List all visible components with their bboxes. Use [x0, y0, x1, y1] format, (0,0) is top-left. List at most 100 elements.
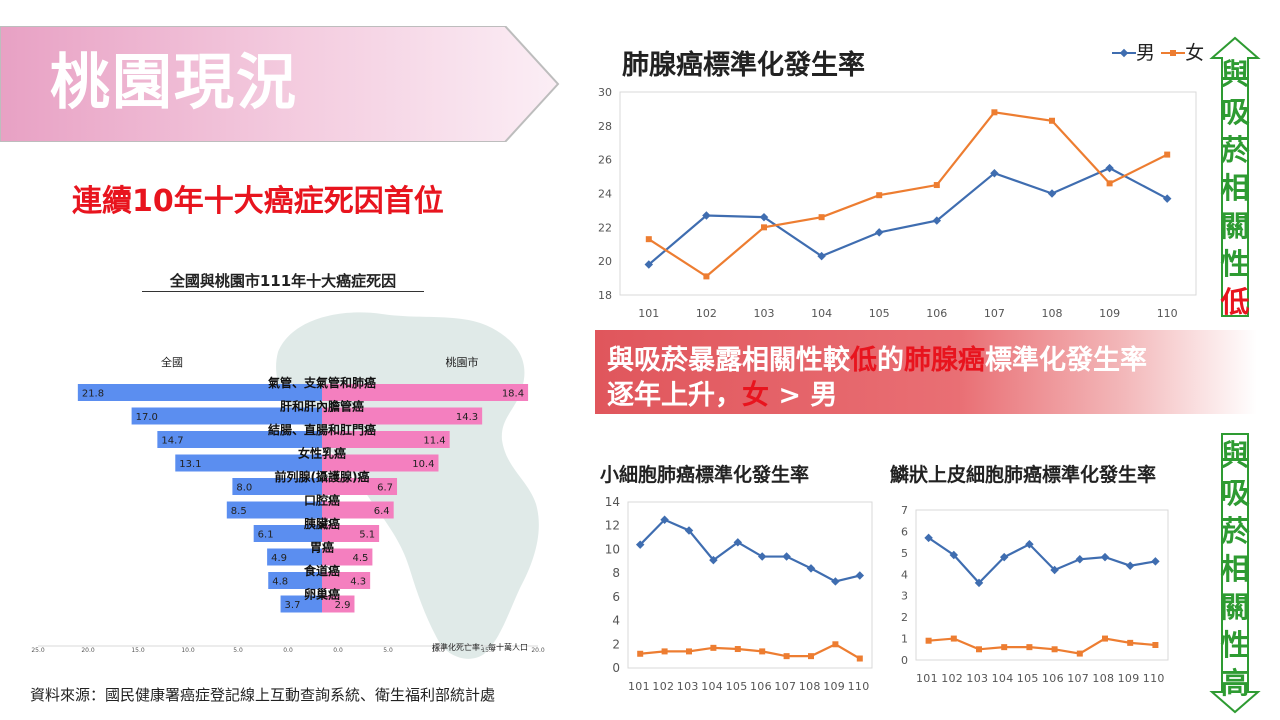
- x-tick-label: 108: [799, 680, 821, 693]
- point-male: [1100, 552, 1110, 562]
- side-char: 菸: [1220, 133, 1250, 167]
- point-female: [637, 650, 644, 657]
- bar-value-taoyuan: 18.4: [502, 389, 524, 400]
- bar-value-national: 14.7: [161, 436, 183, 447]
- point-female: [925, 637, 932, 644]
- adenocarcinoma-chart-title: 肺腺癌標準化發生率: [622, 50, 865, 81]
- side-char: 相: [1220, 552, 1250, 586]
- bar-value-national: 4.8: [272, 577, 288, 588]
- point-female: [856, 655, 863, 662]
- point-female: [686, 648, 692, 655]
- x-tick-label: 109: [823, 680, 845, 693]
- x-tick-label: 20.0: [531, 647, 545, 654]
- point-female: [1051, 646, 1058, 653]
- x-tick-label: 10.0: [181, 647, 195, 654]
- bar-value-taoyuan: 10.4: [412, 459, 434, 470]
- x-tick-label: 15.0: [131, 647, 145, 654]
- note-line-1: 與吸菸暴露相關性較低的肺腺癌標準化發生率: [607, 338, 1147, 377]
- side-char: 性: [1220, 247, 1250, 281]
- legend-male-marker: [1112, 48, 1136, 58]
- series-line-female: [640, 643, 861, 660]
- bar-national: [131, 407, 322, 425]
- small-cell-chart-title: 小細胞肺癌標準化發生率: [600, 464, 810, 486]
- side-char: 關: [1220, 590, 1250, 624]
- x-tick-label: 107: [984, 307, 1005, 320]
- point-male: [733, 538, 743, 547]
- note-low: 低: [850, 345, 877, 376]
- point-male: [1151, 557, 1160, 566]
- point-male: [709, 555, 718, 565]
- bar-value-national: 8.0: [236, 483, 252, 494]
- plot-area: [915, 509, 1169, 661]
- x-tick-label: 0.0: [333, 647, 343, 654]
- bar-taoyuan: [322, 407, 483, 425]
- pyramid-chart: 全國 桃園市 21.8 18.4 氣管、支氣管和肺癌 17.0 14.3 肝和肝內膽管癌 1…: [31, 312, 545, 659]
- x-tick-label: 103: [966, 672, 988, 685]
- point-female: [710, 644, 717, 651]
- side-arrow-high: [1209, 433, 1261, 714]
- bar-taoyuan: [322, 572, 371, 589]
- bar-taoyuan: [322, 431, 450, 448]
- y-tick-label: 1: [901, 633, 908, 646]
- point-male: [855, 571, 865, 580]
- category-label: 氣管、支氣管和肺癌: [268, 375, 376, 390]
- x-tick-label: 110: [1157, 307, 1178, 320]
- bar-value-national: 3.7: [285, 600, 301, 611]
- legend-female-marker: [1161, 50, 1186, 56]
- squamous-line-chart: 0 1 2 3 4 5 6 7 101 102 103 104 105 106 107 108 109 110: [901, 504, 1169, 685]
- y-tick-label: 22: [598, 221, 612, 234]
- y-tick-label: 10: [605, 542, 620, 556]
- small-cell-line-chart: 0 2 4 6 8 10 12 14 101 102 103 104 105 106 107 108 109 11…: [605, 495, 873, 693]
- bar-national: [77, 384, 322, 401]
- bar-value-taoyuan: 14.3: [456, 412, 478, 423]
- x-tick-label: 109: [1099, 307, 1120, 320]
- x-tick-label: 110: [848, 680, 870, 693]
- point-male: [644, 260, 654, 269]
- side-char: 與: [1220, 57, 1250, 91]
- category-label: 胰臟癌: [304, 516, 340, 531]
- note-text: > 男: [769, 380, 838, 411]
- side-char: 高: [1220, 666, 1250, 700]
- y-tick-label: 4: [901, 568, 908, 581]
- x-tick-label: 109: [1118, 672, 1140, 685]
- point-female: [661, 648, 668, 655]
- side-char: 與: [1220, 438, 1250, 472]
- point-male: [817, 251, 826, 261]
- legend: 男 女: [1112, 38, 1204, 65]
- legend-male-label: 男: [1136, 42, 1156, 64]
- series-line-male: [648, 166, 1168, 266]
- x-tick-label: 102: [696, 307, 717, 320]
- bar-value-national: 8.5: [231, 506, 247, 517]
- bar-taoyuan: [322, 548, 373, 566]
- bar-value-national: 17.0: [136, 412, 158, 423]
- bar-national: [253, 525, 322, 542]
- point-female: [1001, 644, 1008, 651]
- y-tick-label: 14: [605, 495, 620, 509]
- point-male: [806, 564, 816, 573]
- point-female: [783, 653, 790, 660]
- bar-value-taoyuan: 4.5: [352, 553, 368, 564]
- bar-national: [268, 572, 322, 589]
- highlight-box: [595, 330, 1257, 414]
- point-female: [832, 641, 839, 648]
- point-female: [761, 224, 767, 231]
- point-male: [990, 168, 999, 178]
- source-note: 資料來源：國民健康署癌症登記線上互動查詢系統、衛生福利部統計處: [30, 686, 496, 704]
- y-tick-label: 18: [598, 289, 612, 302]
- point-female: [991, 109, 998, 116]
- point-female: [1076, 650, 1083, 657]
- bar-value-taoyuan: 5.1: [359, 530, 375, 541]
- point-female: [1026, 644, 1033, 651]
- x-tick-label: 110: [1143, 672, 1165, 685]
- x-tick-label: 15.0: [481, 647, 495, 654]
- point-female: [1102, 635, 1108, 642]
- point-female: [1164, 151, 1171, 158]
- side-char: 低: [1220, 285, 1250, 319]
- series-line-female: [648, 111, 1168, 278]
- note-text: 逐年上升，: [607, 380, 742, 411]
- category-label: 口腔癌: [304, 493, 340, 508]
- bar-national: [280, 595, 322, 613]
- point-male: [999, 552, 1009, 562]
- x-tick-label: 104: [992, 672, 1014, 685]
- bar-value-national: 13.1: [179, 459, 201, 470]
